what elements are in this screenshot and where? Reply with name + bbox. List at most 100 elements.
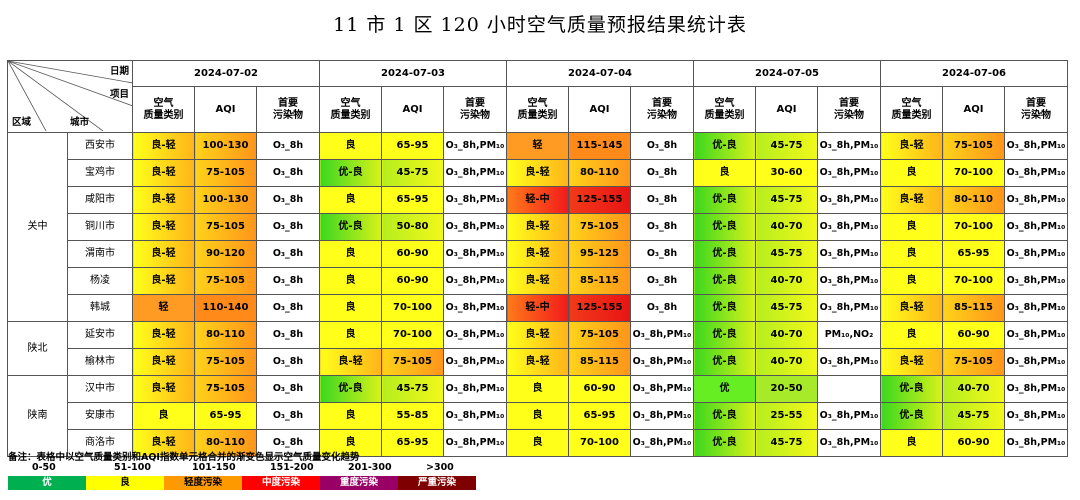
pollutant-cell: O₃_8h [630, 294, 694, 322]
aqi-cell: 45-75 [755, 294, 818, 322]
aqi-header: AQI [568, 86, 631, 133]
city-cell: 铜川市 [67, 213, 133, 241]
aqi-cell: 60-90 [568, 375, 631, 403]
aqi-cell: 75-105 [942, 132, 1005, 160]
legend-swatch: 良 [86, 476, 164, 490]
aqi-cell: 100-130 [194, 186, 257, 214]
legend-range: 51-100 [114, 462, 151, 473]
pollutant-cell: O₃_8h,PM₁₀ [630, 429, 694, 457]
date-header: 2024-07-04 [506, 60, 694, 87]
pollutant-cell: O₃_8h,PM₁₀ [630, 402, 694, 430]
legend-swatch: 轻度污染 [164, 476, 242, 490]
legend-swatch: 严重污染 [398, 476, 476, 490]
pollutant-cell: O₃_8h [630, 132, 694, 160]
category-cell: 良-轻 [132, 240, 195, 268]
city-cell: 汉中市 [67, 375, 133, 403]
aqi-cell: 125-155 [568, 294, 631, 322]
aqi-cell: 75-105 [194, 267, 257, 295]
table-row: 铜川市 良-轻 75-105 O₃_8h 优-良 50-80 O₃_8h,PM₁₀ 良-轻 75… [8, 213, 1068, 241]
pollutant-cell: O₃_8h,PM₁₀ [443, 186, 507, 214]
legend-range: >300 [426, 462, 454, 473]
aqi-cell: 85-115 [568, 267, 631, 295]
pollutant-cell: O₃_8h [256, 240, 320, 268]
category-cell: 良-轻 [132, 375, 195, 403]
pollutant-cell: O₃_8h,PM₁₀ [630, 375, 694, 403]
category-cell: 优-良 [693, 213, 756, 241]
pollutant-cell: O₃_8h,PM₁₀ [443, 321, 507, 349]
pollutant-cell: O₃_8h,PM₁₀ [443, 402, 507, 430]
category-cell: 良 [319, 132, 382, 160]
category-cell: 优-良 [693, 294, 756, 322]
category-cell: 优-良 [693, 240, 756, 268]
pollutant-cell: O₃_8h [256, 132, 320, 160]
pollutant-cell: O₃_8h,PM₁₀ [1004, 240, 1068, 268]
aqi-cell: 75-105 [942, 348, 1005, 376]
pollutant-cell: O₃_8h [630, 213, 694, 241]
corner-item-label: 项目 [109, 89, 129, 100]
category-cell: 良 [319, 321, 382, 349]
aqi-header: AQI [381, 86, 444, 133]
legend-label: 中度污染 [261, 477, 300, 488]
category-cell: 轻 [132, 294, 195, 322]
cat-header: 空气 质量类别 [506, 86, 569, 133]
category-cell: 良-轻 [319, 348, 382, 376]
aqi-cell: 80-110 [568, 159, 631, 187]
date-header: 2024-07-02 [132, 60, 320, 87]
category-cell: 良-轻 [506, 321, 569, 349]
aqi-cell: 75-105 [194, 348, 257, 376]
table-row: 杨凌 良-轻 75-105 O₃_8h 良 60-90 O₃_8h,PM₁₀ 良-轻 85-11… [8, 267, 1068, 295]
aqi-cell: 85-115 [942, 294, 1005, 322]
category-cell: 良 [319, 267, 382, 295]
pollutant-cell: O₃_8h,PM₁₀ [1004, 132, 1068, 160]
category-cell: 优-良 [693, 402, 756, 430]
pollutant-cell: O₃_8h,PM₁₀ [817, 213, 881, 241]
category-cell: 优-良 [693, 267, 756, 295]
category-cell: 良-轻 [132, 159, 195, 187]
category-cell: 良-轻 [132, 429, 195, 457]
aqi-cell: 75-105 [568, 321, 631, 349]
pollutant-cell: O₃_8h,PM₁₀ [1004, 213, 1068, 241]
region-cell: 关中 [7, 132, 68, 322]
corner-date-label: 日期 [109, 66, 129, 77]
pollutant-cell: O₃_8h,PM₁₀ [443, 132, 507, 160]
category-cell: 轻-中 [506, 294, 569, 322]
corner-region-label: 区域 [12, 117, 32, 128]
category-cell: 优-良 [319, 375, 382, 403]
aqi-cell: 20-50 [755, 375, 818, 403]
aqi-cell: 45-75 [755, 186, 818, 214]
table-row: 关中 西安市 良-轻 100-130 O₃_8h 良 65-95 O₃_8h,PM₁₀ 轻 115… [7, 132, 1068, 322]
aqi-cell: 70-100 [942, 159, 1005, 187]
aqi-cell: 100-130 [194, 132, 257, 160]
pollutant-cell: O₃_8h,PM₁₀ [817, 240, 881, 268]
category-cell: 优-良 [880, 402, 943, 430]
category-cell: 优-良 [880, 375, 943, 403]
aqi-header: AQI [755, 86, 818, 133]
legend-label: 轻度污染 [183, 477, 222, 488]
aqi-cell: 30-60 [755, 159, 818, 187]
aqi-cell: 70-100 [942, 267, 1005, 295]
pollutant-cell: O₃_8h,PM₁₀ [443, 240, 507, 268]
table-row: 榆林市 良-轻 75-105 O₃_8h 良-轻 75-105 O₃_8h,PM₁₀ 良-轻 8… [8, 348, 1068, 376]
city-cell: 杨凌 [67, 267, 133, 295]
legend-label: 优 [42, 477, 52, 488]
pollutant-cell: O₃_8h,PM₁₀ [817, 294, 881, 322]
category-cell: 良-轻 [132, 186, 195, 214]
pollutant-cell: O₃_8h,PM₁₀ [443, 348, 507, 376]
pol-header: 首要 污染物 [630, 86, 694, 133]
category-cell: 良 [319, 429, 382, 457]
cat-header: 空气 质量类别 [693, 86, 756, 133]
pollutant-cell: O₃_8h,PM₁₀ [817, 402, 881, 430]
category-cell: 优-良 [319, 213, 382, 241]
aqi-cell: 90-120 [194, 240, 257, 268]
pol-header: 首要 污染物 [256, 86, 320, 133]
aqi-cell: 70-100 [381, 294, 444, 322]
aqi-cell: 45-75 [755, 429, 818, 457]
pollutant-cell: O₃_8h,PM₁₀ [817, 159, 881, 187]
category-cell: 良 [880, 213, 943, 241]
legend-label: 良 [120, 477, 130, 488]
table-row: 咸阳市 良-轻 100-130 O₃_8h 良 65-95 O₃_8h,PM₁₀ 轻-中 125… [8, 186, 1068, 214]
aqi-cell: 65-95 [381, 132, 444, 160]
legend-swatch: 中度污染 [242, 476, 320, 490]
legend-range: 201-300 [348, 462, 392, 473]
category-cell: 良-轻 [506, 240, 569, 268]
